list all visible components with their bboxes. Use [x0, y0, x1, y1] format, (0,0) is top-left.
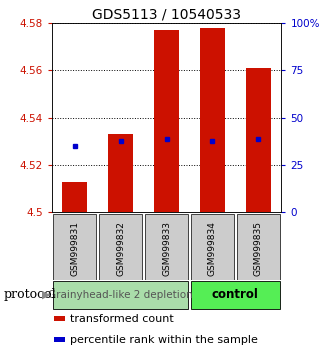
Bar [99, 214, 143, 280]
Text: GSM999834: GSM999834 [208, 221, 217, 276]
Text: GSM999831: GSM999831 [70, 221, 79, 276]
Text: transformed count: transformed count [70, 314, 174, 324]
Text: protocol: protocol [3, 288, 56, 301]
Text: GSM999832: GSM999832 [116, 221, 125, 276]
Bar [145, 214, 188, 280]
Text: Grainyhead-like 2 depletion: Grainyhead-like 2 depletion [48, 290, 193, 300]
Bar [190, 281, 280, 309]
Text: control: control [212, 288, 259, 301]
Bar [200, 28, 225, 212]
Bar [154, 30, 179, 212]
Bar [62, 182, 87, 212]
Bar [236, 214, 280, 280]
Text: ▶: ▶ [42, 290, 50, 300]
Text: percentile rank within the sample: percentile rank within the sample [70, 335, 258, 345]
Bar [190, 214, 234, 280]
Text: GSM999835: GSM999835 [254, 221, 263, 276]
Bar [53, 214, 97, 280]
Text: GSM999833: GSM999833 [162, 221, 171, 276]
Bar [54, 337, 65, 342]
Title: GDS5113 / 10540533: GDS5113 / 10540533 [92, 8, 241, 22]
Bar [108, 134, 133, 212]
Bar [54, 316, 65, 321]
Bar [246, 68, 271, 212]
Bar [53, 281, 188, 309]
